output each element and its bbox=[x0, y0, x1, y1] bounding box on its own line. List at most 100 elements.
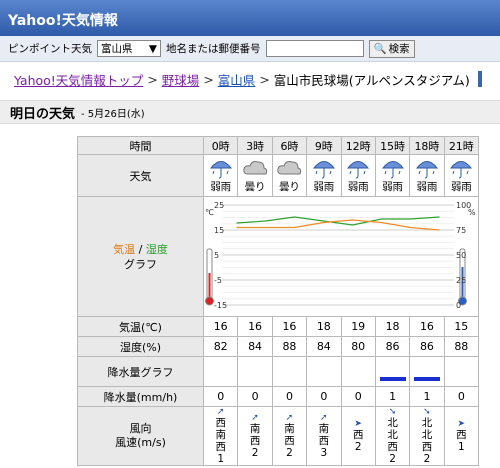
time-label: 時間 bbox=[77, 136, 204, 155]
umbrella-icon bbox=[381, 161, 404, 179]
time-cell: 15時 bbox=[374, 136, 411, 155]
wind-cell: ➤ 西 1 bbox=[443, 406, 480, 466]
wind-cell-inner: ➚ 南西 2 bbox=[273, 413, 306, 459]
search-button-label: 検索 bbox=[388, 43, 410, 55]
breadcrumb: Yahoo!天気情報トップ > 野球場 > 富山県 > 富山市民球場(アルペンス… bbox=[0, 62, 500, 96]
humidity-cell: 84 bbox=[237, 336, 273, 357]
breadcrumb-stadium-link[interactable]: 野球場 bbox=[161, 72, 200, 88]
graph-label-temp: 気温 bbox=[113, 242, 136, 256]
wind-label: 風向 風速(m/s) bbox=[77, 406, 204, 466]
temperature-cell: 15 bbox=[443, 316, 480, 337]
wind-cell: ➚ 南西 2 bbox=[271, 406, 308, 466]
wind-direction-char: 西 bbox=[215, 441, 226, 453]
breadcrumb-top-link[interactable]: Yahoo!天気情報トップ bbox=[14, 72, 144, 88]
temperature-line bbox=[236, 219, 440, 231]
weather-row: 天気 弱雨 曇り 曇り 弱雨 弱雨 弱雨 弱雨 弱雨 bbox=[77, 154, 480, 197]
time-cell: 21時 bbox=[443, 136, 480, 155]
breadcrumb-current: 富山市民球場(アルペンスタジアム) bbox=[273, 72, 470, 88]
wind-direction-char: 南 bbox=[284, 423, 295, 435]
umbrella-icon bbox=[415, 161, 438, 179]
humidity-cell: 86 bbox=[374, 336, 411, 357]
umbrella-icon bbox=[450, 161, 473, 179]
time-row: 時間 0時 3時 6時 9時 12時 15時 18時 21時 bbox=[77, 136, 480, 155]
temperature-row: 気温(℃) 16 16 16 18 19 18 16 15 bbox=[77, 316, 480, 337]
humidity-unit-label: % bbox=[468, 208, 476, 217]
section-heading: 明日の天気 - 5月26日(水) bbox=[0, 100, 500, 124]
wind-speed-value: 1 bbox=[217, 453, 225, 465]
humidity-tick-label: 0 bbox=[456, 301, 461, 310]
weather-cell-inner: 弱雨 bbox=[307, 157, 340, 194]
prefecture-select[interactable]: 富山県 ▼ bbox=[97, 40, 161, 57]
weather-text: 弱雨 bbox=[450, 181, 472, 193]
humidity-tick-label: 100 bbox=[456, 201, 471, 210]
weather-text: 弱雨 bbox=[210, 181, 232, 193]
time-cell: 0時 bbox=[202, 136, 239, 155]
temperature-cell: 16 bbox=[271, 316, 308, 337]
forecast-table: 時間 0時 3時 6時 9時 12時 15時 18時 21時 天気 弱雨 曇り … bbox=[77, 136, 480, 466]
weather-cell: 曇り bbox=[271, 154, 308, 197]
temperature-cell: 16 bbox=[409, 316, 445, 337]
weather-label: 天気 bbox=[77, 154, 204, 197]
temp-tick-label: -15 bbox=[214, 301, 227, 310]
precip-graph-cell bbox=[340, 356, 376, 387]
humidity-row: 湿度(%) 82 84 88 84 80 86 86 88 bbox=[77, 336, 480, 357]
temp-tick-label: 15 bbox=[214, 226, 224, 235]
wind-direction-char: 南 bbox=[318, 423, 330, 435]
precip-graph-cell bbox=[443, 356, 480, 387]
weather-cell: 曇り bbox=[237, 154, 273, 197]
wind-speed-value: 2 bbox=[286, 447, 293, 459]
precip-label: 降水量(mm/h) bbox=[77, 386, 204, 407]
precip-cell: 0 bbox=[271, 386, 308, 407]
weather-cell-inner: 曇り bbox=[238, 157, 271, 194]
wind-direction-char: 北 bbox=[421, 429, 433, 441]
wind-direction-arrow-icon: ➚ bbox=[216, 407, 225, 417]
precip-graph-row: 降水量グラフ bbox=[77, 356, 480, 387]
pinpoint-label: ピンポイント天気 bbox=[8, 43, 92, 55]
wind-cell-inner: ➚ 南西 3 bbox=[307, 413, 340, 459]
wind-cell: ➚ 南西 2 bbox=[237, 406, 273, 466]
wind-cell-inner: ➘ 北北西 2 bbox=[410, 407, 443, 465]
wind-speed-label: 風速(m/s) bbox=[115, 436, 166, 449]
humidity-tick-label: 25 bbox=[456, 276, 466, 285]
site-title[interactable]: Yahoo!天気情報 bbox=[8, 13, 118, 29]
weather-cell: 弱雨 bbox=[374, 154, 411, 197]
wind-direction-arrow-icon: ➘ bbox=[423, 407, 431, 417]
weather-cell: 弱雨 bbox=[306, 154, 342, 197]
wind-speed-value: 2 bbox=[354, 441, 362, 453]
wind-direction-arrow-icon: ➚ bbox=[285, 413, 294, 423]
wind-cell: ➘ 北北西 2 bbox=[409, 406, 445, 466]
wind-dir-label: 風向 bbox=[129, 422, 152, 435]
site-header: Yahoo!天気情報 bbox=[0, 0, 500, 36]
humidity-line bbox=[236, 216, 440, 226]
wind-cell: ➤ 西 2 bbox=[340, 406, 376, 466]
temperature-cell: 16 bbox=[202, 316, 239, 337]
place-search-input[interactable] bbox=[265, 40, 364, 57]
humidity-label: 湿度(%) bbox=[77, 336, 204, 357]
weather-cell-inner: 弱雨 bbox=[376, 157, 409, 194]
wind-speed-value: 2 bbox=[423, 453, 431, 465]
umbrella-icon bbox=[312, 161, 335, 179]
wind-direction-arrow-icon: ➤ bbox=[457, 419, 466, 429]
search-button[interactable]: 🔍 検索 bbox=[368, 39, 415, 58]
weather-text: 弱雨 bbox=[416, 181, 438, 193]
precip-cell: 0 bbox=[306, 386, 342, 407]
wind-direction-char: 西 bbox=[215, 417, 226, 429]
weather-cell: 弱雨 bbox=[409, 154, 445, 197]
wind-cell-inner: ➤ 西 2 bbox=[342, 419, 375, 453]
weather-cell: 弱雨 bbox=[202, 154, 239, 197]
wind-cell-inner: ➚ 南西 2 bbox=[238, 413, 271, 459]
precip-cell: 0 bbox=[237, 386, 273, 407]
humidity-cell: 82 bbox=[202, 336, 239, 357]
wind-direction-char: 西 bbox=[421, 441, 433, 453]
breadcrumb-pref-link[interactable]: 富山県 bbox=[217, 72, 256, 88]
wind-direction-arrow-icon: ➘ bbox=[388, 407, 397, 417]
wind-direction-arrow-icon: ➚ bbox=[320, 413, 328, 423]
wind-speed-value: 2 bbox=[251, 447, 259, 459]
precip-graph-cell bbox=[374, 356, 411, 387]
umbrella-icon bbox=[209, 161, 232, 179]
temperature-cell: 16 bbox=[237, 316, 273, 337]
graph-grid bbox=[222, 204, 454, 306]
cloud-icon bbox=[243, 161, 268, 175]
graph-label-graph: グラフ bbox=[124, 257, 157, 271]
wind-speed-value: 1 bbox=[457, 441, 465, 453]
